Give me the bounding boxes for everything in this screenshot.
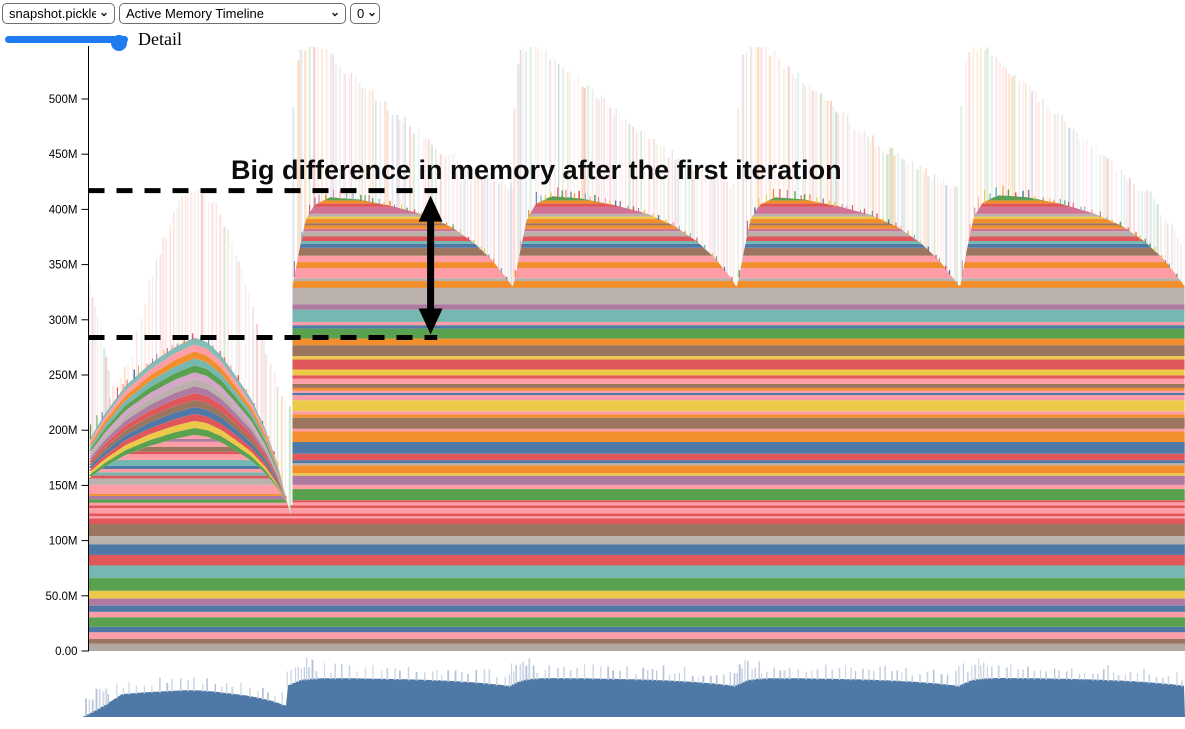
- difference-arrow: [418, 195, 443, 335]
- y-tick-label: 400M: [49, 204, 78, 216]
- y-tick-label: 350M: [49, 260, 78, 272]
- y-tick-label: 250M: [49, 370, 78, 382]
- annotation-marks: [88, 188, 443, 340]
- y-tick-label: 150M: [49, 480, 78, 492]
- y-tick-label: 200M: [49, 425, 78, 437]
- snapshot-select[interactable]: snapshot.pickle: [2, 3, 115, 24]
- allocation-top-ticks: [89, 185, 1178, 499]
- y-tick-label: 50.0M: [46, 591, 78, 603]
- y-tick-label: 500M: [49, 94, 78, 106]
- y-tick-label: 450M: [49, 149, 78, 161]
- detail-slider-thumb[interactable]: [111, 35, 127, 51]
- annotation-text: Big difference in memory after the first…: [231, 155, 842, 185]
- y-tick-label: 100M: [49, 536, 78, 548]
- y-tick-label: 300M: [49, 315, 78, 327]
- view-select[interactable]: Active Memory Timeline: [119, 3, 346, 24]
- toolbar: snapshot.pickle ⌄ Active Memory Timeline…: [0, 0, 382, 24]
- short-lived-allocation-spikes: [88, 47, 1182, 520]
- y-tick-label: 0.00: [55, 646, 77, 658]
- timeline-minimap-brush[interactable]: [82, 657, 1185, 717]
- detail-slider[interactable]: [5, 35, 128, 51]
- detail-slider-label: Detail: [138, 29, 182, 49]
- active-memory-stacked-area[interactable]: [88, 192, 1185, 651]
- gpu-select[interactable]: 0: [350, 3, 380, 24]
- y-axis: 0.00 50.0M 100M 150M 200M 250M 300M 350M 400M 450…: [46, 46, 89, 658]
